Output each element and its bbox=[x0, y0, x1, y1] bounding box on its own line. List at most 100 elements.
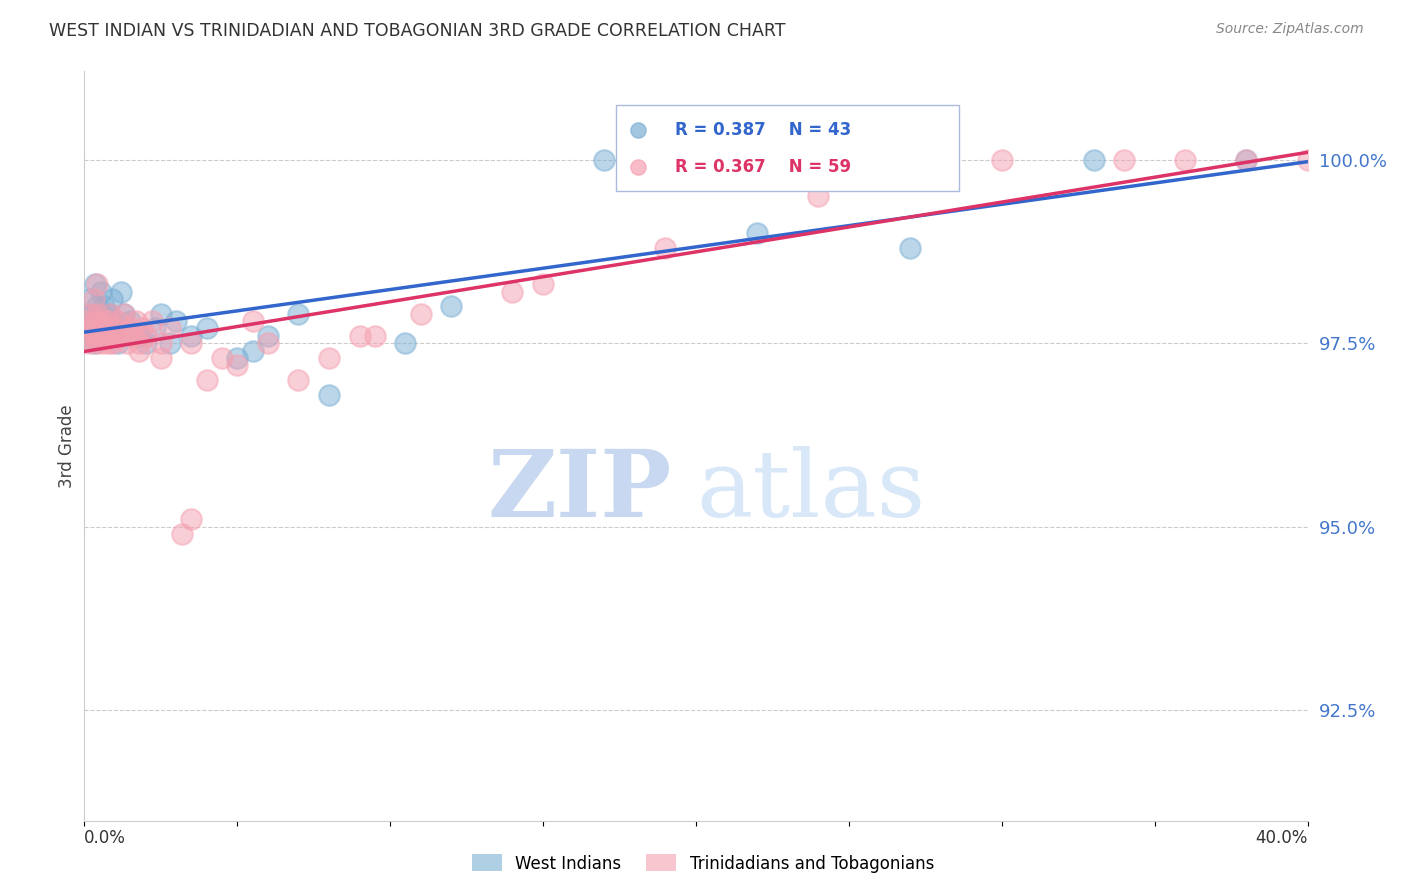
Point bbox=[1083, 153, 1105, 167]
Point bbox=[180, 336, 202, 351]
Point bbox=[128, 328, 150, 343]
Point bbox=[112, 307, 135, 321]
Point bbox=[135, 328, 157, 343]
Point bbox=[149, 307, 172, 321]
Point bbox=[89, 307, 111, 321]
Text: ZIP: ZIP bbox=[488, 446, 672, 536]
Point bbox=[83, 336, 105, 351]
FancyBboxPatch shape bbox=[616, 105, 959, 191]
Point bbox=[122, 328, 145, 343]
Point bbox=[120, 321, 142, 335]
Point bbox=[149, 351, 172, 365]
Point bbox=[83, 292, 105, 306]
Point bbox=[180, 512, 202, 526]
Point bbox=[135, 336, 157, 351]
Point bbox=[141, 314, 163, 328]
Text: WEST INDIAN VS TRINIDADIAN AND TOBAGONIAN 3RD GRADE CORRELATION CHART: WEST INDIAN VS TRINIDADIAN AND TOBAGONIA… bbox=[49, 22, 786, 40]
Point bbox=[143, 321, 166, 335]
Point bbox=[89, 328, 111, 343]
Point bbox=[257, 328, 280, 343]
Point bbox=[86, 300, 108, 314]
Point bbox=[159, 336, 181, 351]
Point bbox=[128, 336, 150, 351]
Point bbox=[84, 277, 107, 292]
Point bbox=[110, 285, 132, 299]
Point bbox=[531, 277, 554, 292]
Point bbox=[898, 241, 921, 255]
Point bbox=[87, 321, 110, 335]
Point bbox=[79, 292, 101, 306]
Text: 40.0%: 40.0% bbox=[1256, 830, 1308, 847]
Point bbox=[104, 321, 127, 335]
Point bbox=[83, 328, 105, 343]
Point bbox=[110, 328, 132, 343]
Point bbox=[94, 328, 117, 343]
Point bbox=[77, 307, 100, 321]
Point bbox=[76, 314, 98, 328]
Point bbox=[98, 328, 121, 343]
Text: Source: ZipAtlas.com: Source: ZipAtlas.com bbox=[1216, 22, 1364, 37]
Point bbox=[131, 321, 153, 335]
Point bbox=[97, 336, 120, 351]
Point bbox=[115, 336, 138, 351]
Point bbox=[103, 314, 125, 328]
Point bbox=[87, 307, 110, 321]
Point bbox=[165, 314, 187, 328]
Point bbox=[75, 328, 97, 343]
Point bbox=[242, 314, 264, 328]
Point bbox=[90, 314, 112, 328]
Point bbox=[112, 307, 135, 321]
Point bbox=[1296, 153, 1319, 167]
Point bbox=[97, 307, 120, 321]
Point bbox=[96, 321, 118, 335]
Point bbox=[159, 321, 181, 335]
Text: 0.0%: 0.0% bbox=[84, 830, 127, 847]
Legend: West Indians, Trinidadians and Tobagonians: West Indians, Trinidadians and Tobagonia… bbox=[465, 847, 941, 880]
Point bbox=[226, 351, 249, 365]
Point bbox=[807, 189, 830, 203]
Point bbox=[93, 321, 115, 335]
Point bbox=[91, 336, 114, 351]
Point bbox=[991, 153, 1014, 167]
Text: R = 0.367    N = 59: R = 0.367 N = 59 bbox=[675, 158, 851, 176]
Point bbox=[86, 277, 108, 292]
Point bbox=[1114, 153, 1136, 167]
Point bbox=[195, 321, 218, 335]
Point bbox=[107, 336, 129, 351]
Point bbox=[76, 314, 98, 328]
Point bbox=[77, 336, 100, 351]
Point bbox=[1174, 153, 1197, 167]
Point bbox=[1236, 153, 1258, 167]
Text: R = 0.387    N = 43: R = 0.387 N = 43 bbox=[675, 120, 852, 139]
Text: atlas: atlas bbox=[696, 446, 925, 536]
Point bbox=[257, 336, 280, 351]
Point bbox=[96, 314, 118, 328]
Point bbox=[93, 300, 115, 314]
Point bbox=[318, 387, 340, 401]
Point bbox=[98, 307, 121, 321]
Point bbox=[80, 321, 103, 335]
Point bbox=[172, 527, 194, 541]
Point bbox=[180, 328, 202, 343]
Point bbox=[226, 358, 249, 372]
Point bbox=[79, 307, 101, 321]
Point bbox=[80, 328, 103, 343]
Point bbox=[149, 336, 172, 351]
Point bbox=[502, 285, 524, 299]
Point bbox=[349, 328, 371, 343]
Point bbox=[125, 314, 148, 328]
Point bbox=[593, 153, 616, 167]
Point bbox=[120, 314, 142, 328]
Point bbox=[94, 314, 117, 328]
Point bbox=[91, 328, 114, 343]
Point bbox=[103, 336, 125, 351]
Point bbox=[195, 373, 218, 387]
Point bbox=[107, 314, 129, 328]
Point bbox=[104, 321, 127, 335]
Point bbox=[318, 351, 340, 365]
Point bbox=[409, 307, 432, 321]
Point bbox=[364, 328, 387, 343]
Point bbox=[242, 343, 264, 358]
Point bbox=[654, 241, 676, 255]
Point bbox=[287, 307, 309, 321]
